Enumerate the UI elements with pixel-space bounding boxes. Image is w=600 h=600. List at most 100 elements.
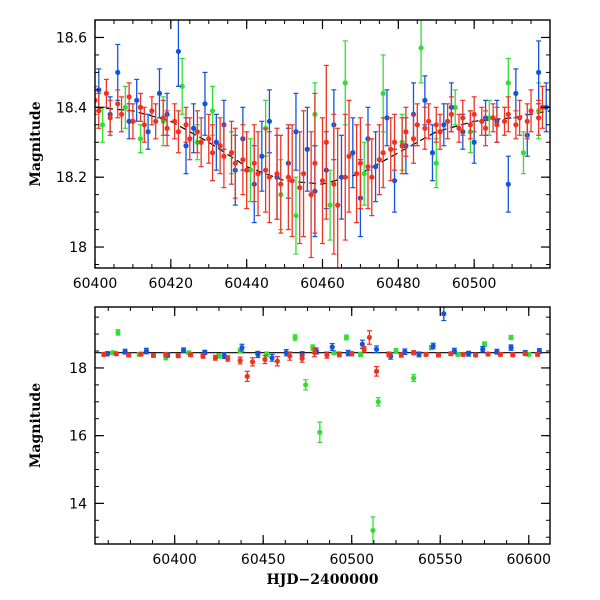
top-blue-data-point [350,150,356,156]
bottom-red-data-point [212,355,218,361]
bottom-series-blue [104,307,542,362]
top-red-data-point [399,143,405,149]
bottom-green-data-point [303,382,309,388]
top-red-data-point [266,174,273,180]
top-red-data-point [482,125,489,131]
bottom-blue-data-point [283,350,289,356]
top-blue-data-point [513,90,519,96]
top-green-data-point [342,80,348,86]
bottom-red-data-point [138,351,144,357]
top-blue-data-point [134,97,140,103]
bottom-blue-data-point [239,345,245,351]
bottom-panel-y-axis-label: Magnitude [28,383,44,468]
top-blue-data-point [391,178,398,184]
top-blue-data-point [145,129,151,135]
bottom-red-data-point [522,351,528,357]
top-x-tick-label: 60420 [149,276,194,292]
top-blue-data-point [213,139,219,145]
top-blue-data-point [505,181,511,187]
top-blue-data-point [266,118,273,124]
top-green-data-point [327,202,333,208]
top-red-data-point [153,118,159,124]
top-red-data-point [376,157,382,163]
top-red-data-point [354,171,360,177]
top-green-data-point [361,171,367,177]
top-green-data-point [380,90,386,96]
top-red-data-point [471,111,477,117]
top-red-data-point [274,171,280,177]
top-red-data-point [335,202,341,208]
top-red-data-point [312,160,318,166]
top-red-data-point [103,90,109,96]
bottom-red-data-point [535,351,541,357]
bottom-green-data-point [370,527,376,534]
top-red-data-point [130,118,136,124]
top-blue-data-point [536,69,542,75]
bottom-panel-frame [94,306,551,545]
top-blue-data-point [126,118,132,124]
top-blue-data-point [429,150,436,156]
bottom-red-data-point [126,352,132,358]
bottom-blue-data-point [373,346,380,352]
bottom-red-data-point [398,352,404,358]
bottom-panel-marks [95,307,550,544]
top-blue-data-point [190,125,197,131]
top-x-tick-label: 60480 [376,276,421,292]
bottom-red-data-point [324,352,330,358]
top-red-data-point [494,122,500,128]
top-red-data-point [365,164,371,170]
top-red-data-point [445,118,451,124]
bottom-red-data-point [262,356,268,363]
top-red-data-point [422,125,428,131]
top-blue-data-point [471,139,477,145]
top-red-data-point [479,118,485,124]
bottom-panel: 60400 60450 60500 60550 60600 14 16 18 Magnitud… [28,306,551,588]
bottom-red-data-point [361,346,367,352]
top-blue-data-point [183,143,189,149]
bottom-x-tick-label: 60400 [152,552,197,568]
top-red-data-point [149,108,155,114]
top-green-data-point [505,80,511,86]
top-red-data-point [513,122,519,128]
bottom-red-data-point [175,353,181,359]
bottom-green-data-point [411,375,417,381]
bottom-blue-data-point [465,351,472,357]
bottom-red-data-point [150,352,157,359]
bottom-red-data-point [274,358,280,364]
bottom-green-data-point [343,334,350,341]
bottom-y-tick-label: 18 [69,361,87,377]
top-red-data-point [141,122,147,128]
top-red-data-point [96,108,102,114]
top-red-data-point [323,139,329,145]
top-red-data-point [194,129,200,135]
top-red-data-point [300,171,307,177]
top-green-data-point [520,150,527,156]
top-red-data-point [118,111,125,117]
top-green-data-point [247,167,254,173]
top-red-data-point [433,122,439,128]
top-red-data-point [414,122,420,128]
top-red-data-point [175,129,182,135]
top-series-green [99,20,542,255]
top-red-data-point [198,139,204,145]
bottom-x-tick-label: 60550 [418,552,463,568]
bottom-red-data-point [163,351,169,357]
top-red-data-point [209,150,216,156]
top-red-data-point [137,104,144,110]
top-red-data-point [164,125,170,131]
bottom-blue-data-point [441,311,447,317]
bottom-green-data-point [455,351,461,357]
top-green-data-point [179,83,185,89]
bottom-red-data-point [448,351,454,357]
top-x-tick-label: 60400 [73,276,118,292]
bottom-red-data-point [473,352,479,358]
top-red-data-point [319,178,326,184]
top-red-data-point [244,167,250,173]
top-red-data-point [126,94,132,100]
top-red-data-point [346,153,352,159]
top-red-data-point [228,150,235,156]
top-red-data-point [490,115,496,121]
top-red-data-point [160,115,166,121]
bottom-red-data-point [510,352,516,358]
